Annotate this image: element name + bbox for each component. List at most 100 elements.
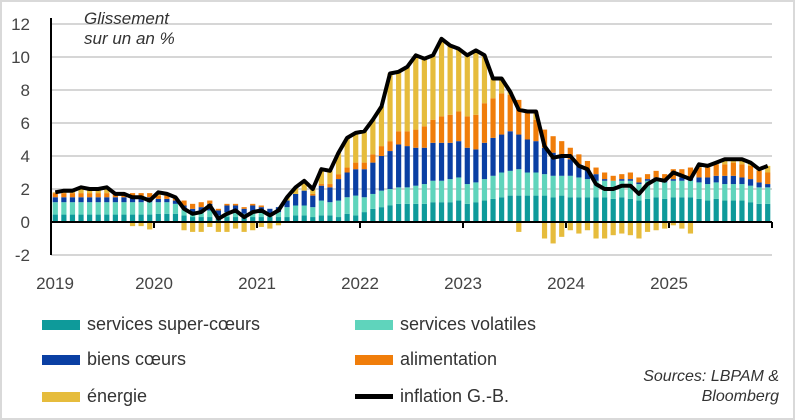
bar-segment <box>353 169 359 196</box>
bar-segment <box>327 187 333 203</box>
bar-segment <box>670 197 676 222</box>
bar-segment <box>310 217 316 222</box>
bar-segment <box>224 217 230 222</box>
bar-segment <box>490 98 496 138</box>
bar-segment <box>361 212 367 222</box>
bar-segment <box>541 147 548 175</box>
bar-segment <box>78 187 84 194</box>
bar-segment <box>87 197 93 203</box>
bar-segment <box>705 167 711 178</box>
bar-segment <box>490 175 496 199</box>
bar-segment <box>344 172 350 198</box>
legend-item-biens-coeurs: biens cœurs <box>42 349 186 370</box>
bar-segment <box>387 189 393 206</box>
bar-segment <box>696 182 702 199</box>
bar-segment <box>619 222 625 234</box>
bar-segment <box>499 134 505 173</box>
chart-title-line-2: sur un an % <box>84 29 175 48</box>
legend-label: alimentation <box>400 349 498 369</box>
bar-segment <box>464 203 470 222</box>
bar-segment <box>627 172 633 180</box>
bar-segment <box>138 222 144 227</box>
bar-segment <box>507 170 513 196</box>
bar-segment <box>87 189 93 194</box>
bar-segment <box>95 189 101 194</box>
bar-segment <box>644 180 651 199</box>
bar-segment <box>95 214 101 222</box>
bar-segment <box>507 131 513 171</box>
x-tick-label: 2025 <box>650 274 688 293</box>
bar-segment <box>250 203 256 206</box>
bar-segment <box>481 142 488 180</box>
bar-segment <box>404 203 410 222</box>
bar-segment <box>250 217 256 222</box>
bar-segment <box>301 190 307 206</box>
bar-segment <box>413 129 419 148</box>
bar-segment <box>456 177 462 201</box>
bar-segment <box>232 222 239 229</box>
bar-segment <box>78 202 84 215</box>
bar-segment <box>293 193 299 206</box>
bar-segment <box>241 217 247 222</box>
bar-segment <box>662 198 668 222</box>
bar-segment <box>524 139 530 173</box>
bar-segment <box>155 202 161 214</box>
sources-line-1: Sources: LBPAM & <box>643 368 779 385</box>
bar-segment <box>387 151 393 189</box>
bar-segment <box>627 179 633 181</box>
bar-segment <box>318 215 324 222</box>
bar-segment <box>61 193 67 198</box>
bar-segment <box>258 212 264 218</box>
bar-segment <box>378 106 385 147</box>
bar-segment <box>464 116 470 148</box>
bar-segment <box>293 215 299 222</box>
bar-segment <box>739 184 745 201</box>
bar-segment <box>327 202 333 216</box>
bar-segment <box>224 222 230 232</box>
bar-segment <box>275 222 282 226</box>
bar-segment <box>456 141 462 178</box>
bar-segment <box>387 73 393 142</box>
bar-segment <box>602 172 608 180</box>
bar-segment <box>516 99 522 135</box>
bar-segment <box>438 38 445 117</box>
bar-segment <box>524 195 530 222</box>
bar-segment <box>722 164 728 176</box>
bar-segment <box>78 214 84 222</box>
legend-swatch <box>355 319 393 330</box>
bar-segment <box>619 197 625 222</box>
bar-segment <box>378 207 385 222</box>
bar-segment <box>396 131 402 145</box>
bar-segment <box>567 147 573 160</box>
legend-label: services volatiles <box>400 314 537 334</box>
bar-segment <box>224 203 230 206</box>
bar-segment <box>284 217 290 222</box>
bar-segment <box>524 172 530 196</box>
bar-segment <box>584 179 591 198</box>
bar-segment <box>499 78 505 94</box>
bar-segment <box>473 182 479 203</box>
bar-segment <box>473 50 479 115</box>
bar-segment <box>696 198 702 222</box>
bar-segment <box>662 174 668 181</box>
legend-item-alimentation: alimentation <box>355 349 497 370</box>
bar-segment <box>559 195 565 222</box>
bar-segment <box>653 179 659 198</box>
bar-segment <box>447 142 453 180</box>
legend-swatch <box>42 354 80 365</box>
bar-segment <box>653 170 659 178</box>
bar-segment <box>627 222 633 236</box>
bar-segment <box>447 179 453 203</box>
bar-segment <box>318 185 324 201</box>
bar-segment <box>541 222 548 239</box>
bar-segment <box>232 203 239 206</box>
bar-segment <box>52 197 58 203</box>
bar-segment <box>190 217 196 222</box>
bar-segment <box>301 205 307 216</box>
bar-segment <box>370 154 376 163</box>
bar-segment <box>576 154 582 165</box>
bar-segment <box>370 119 376 155</box>
bar-segment <box>129 222 136 227</box>
bar-segment <box>378 190 385 208</box>
